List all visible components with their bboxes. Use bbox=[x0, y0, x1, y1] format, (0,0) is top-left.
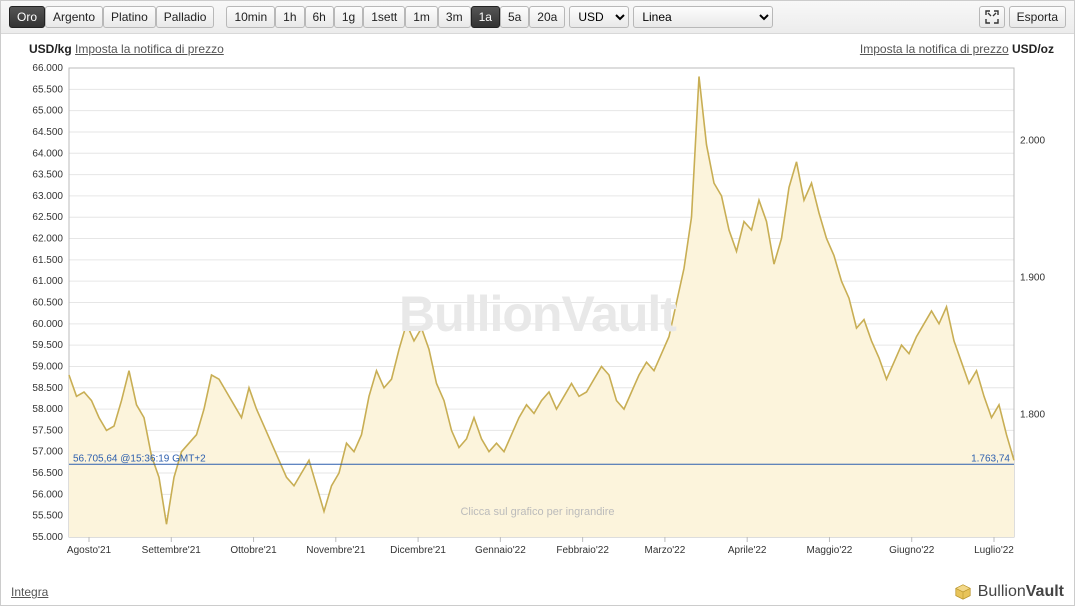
chart-area[interactable]: 55.000 55.500 56.000 56.500 57.000 57.500 58.0… bbox=[19, 62, 1056, 572]
svg-text:Agosto'21: Agosto'21 bbox=[67, 545, 112, 556]
svg-text:56.500: 56.500 bbox=[32, 468, 63, 479]
price-alert-link-right[interactable]: Imposta la notifica di prezzo bbox=[860, 42, 1009, 56]
svg-text:62.500: 62.500 bbox=[32, 212, 63, 223]
metal-button-platino[interactable]: Platino bbox=[103, 6, 156, 28]
svg-text:60.500: 60.500 bbox=[32, 298, 63, 309]
timeframe-button-1sett[interactable]: 1sett bbox=[363, 6, 405, 28]
expand-button[interactable] bbox=[979, 6, 1005, 28]
svg-text:Aprile'22: Aprile'22 bbox=[728, 545, 767, 556]
svg-text:2.000: 2.000 bbox=[1020, 135, 1045, 146]
svg-text:Giugno'22: Giugno'22 bbox=[889, 545, 935, 556]
chart-widget: OroArgentoPlatinoPalladio 10min1h6h1g1se… bbox=[0, 0, 1075, 606]
svg-text:55.500: 55.500 bbox=[32, 511, 63, 522]
chart-type-select[interactable]: Linea bbox=[633, 6, 773, 28]
timeframe-button-5a[interactable]: 5a bbox=[500, 6, 529, 28]
header-line: USD/kg Imposta la notifica di prezzo Imp… bbox=[1, 34, 1074, 58]
svg-text:65.000: 65.000 bbox=[32, 106, 63, 117]
price-alert-link-left[interactable]: Imposta la notifica di prezzo bbox=[75, 42, 224, 56]
svg-text:55.000: 55.000 bbox=[32, 532, 63, 543]
svg-text:56.705,64 @15:36:19 GMT+2: 56.705,64 @15:36:19 GMT+2 bbox=[73, 453, 206, 464]
expand-icon bbox=[985, 10, 999, 24]
svg-text:66.000: 66.000 bbox=[32, 63, 63, 74]
svg-text:61.500: 61.500 bbox=[32, 255, 63, 266]
svg-text:58.000: 58.000 bbox=[32, 404, 63, 415]
svg-text:Luglio'22: Luglio'22 bbox=[974, 545, 1014, 556]
metal-button-oro[interactable]: Oro bbox=[9, 6, 45, 28]
svg-text:1.763,74: 1.763,74 bbox=[971, 453, 1010, 464]
svg-text:58.500: 58.500 bbox=[32, 383, 63, 394]
svg-text:63.500: 63.500 bbox=[32, 170, 63, 181]
svg-text:Maggio'22: Maggio'22 bbox=[807, 545, 853, 556]
footer: Integra BullionVault bbox=[11, 583, 1064, 601]
timeframe-button-10min[interactable]: 10min bbox=[226, 6, 275, 28]
svg-text:57.500: 57.500 bbox=[32, 425, 63, 436]
export-button[interactable]: Esporta bbox=[1009, 6, 1066, 28]
svg-text:63.000: 63.000 bbox=[32, 191, 63, 202]
metal-button-argento[interactable]: Argento bbox=[45, 6, 103, 28]
timeframe-button-1h[interactable]: 1h bbox=[275, 6, 304, 28]
svg-text:64.000: 64.000 bbox=[32, 148, 63, 159]
left-unit: USD/kg bbox=[29, 42, 72, 56]
svg-text:56.000: 56.000 bbox=[32, 489, 63, 500]
integra-link[interactable]: Integra bbox=[11, 585, 48, 599]
svg-text:Febbraio'22: Febbraio'22 bbox=[556, 545, 609, 556]
svg-text:Gennaio'22: Gennaio'22 bbox=[475, 545, 526, 556]
svg-text:62.000: 62.000 bbox=[32, 234, 63, 245]
timeframe-button-1g[interactable]: 1g bbox=[334, 6, 363, 28]
timeframe-button-1a[interactable]: 1a bbox=[471, 6, 500, 28]
svg-text:59.000: 59.000 bbox=[32, 361, 63, 372]
svg-text:60.000: 60.000 bbox=[32, 319, 63, 330]
svg-text:57.000: 57.000 bbox=[32, 447, 63, 458]
timeframe-button-3m[interactable]: 3m bbox=[438, 6, 471, 28]
svg-text:59.500: 59.500 bbox=[32, 340, 63, 351]
timeframe-button-1m[interactable]: 1m bbox=[405, 6, 438, 28]
svg-text:Ottobre'21: Ottobre'21 bbox=[230, 545, 277, 556]
svg-text:1.900: 1.900 bbox=[1020, 273, 1045, 284]
toolbar: OroArgentoPlatinoPalladio 10min1h6h1g1se… bbox=[1, 1, 1074, 34]
right-unit: USD/oz bbox=[1012, 42, 1054, 56]
currency-select[interactable]: USD bbox=[569, 6, 629, 28]
svg-text:Settembre'21: Settembre'21 bbox=[142, 545, 202, 556]
svg-text:65.500: 65.500 bbox=[32, 84, 63, 95]
brand: BullionVault bbox=[954, 583, 1064, 601]
svg-text:1.800: 1.800 bbox=[1020, 410, 1045, 421]
svg-text:Marzo'22: Marzo'22 bbox=[644, 545, 685, 556]
svg-text:Novembre'21: Novembre'21 bbox=[306, 545, 366, 556]
metal-button-palladio[interactable]: Palladio bbox=[156, 6, 215, 28]
timeframe-button-20a[interactable]: 20a bbox=[529, 6, 565, 28]
timeframe-button-6h[interactable]: 6h bbox=[305, 6, 334, 28]
price-chart[interactable]: 55.000 55.500 56.000 56.500 57.000 57.500 58.0… bbox=[19, 62, 1058, 567]
cube-icon bbox=[954, 583, 972, 601]
svg-text:Dicembre'21: Dicembre'21 bbox=[390, 545, 446, 556]
svg-text:61.000: 61.000 bbox=[32, 276, 63, 287]
svg-text:64.500: 64.500 bbox=[32, 127, 63, 138]
